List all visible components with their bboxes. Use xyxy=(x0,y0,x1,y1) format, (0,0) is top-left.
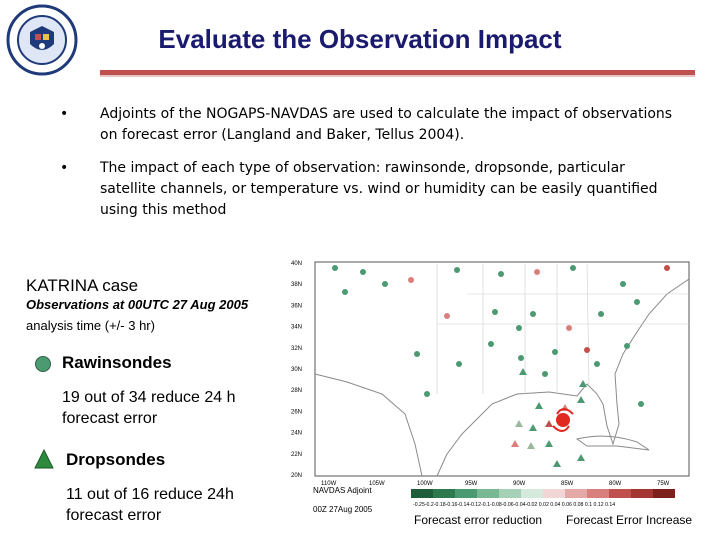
latitude-label: 22N xyxy=(291,452,302,458)
map-frame xyxy=(314,261,690,477)
observation-time: Observations at 00UTC 27 Aug 2005 xyxy=(26,297,249,312)
colorbar-ticks: -0.25-0.2-0.18-0.16-0.14-0.12-0.1-0.08-0… xyxy=(413,502,615,508)
latitude-label: 38N xyxy=(291,282,302,288)
rawinsondes-stat: 19 out of 34 reduce 24 h forecast error xyxy=(62,389,236,427)
observation-markers xyxy=(332,265,670,467)
longitude-label: 95W xyxy=(465,481,478,487)
cuba xyxy=(575,435,650,451)
longitude-label: 80W xyxy=(609,481,622,487)
forecast-error-reduction-label: Forecast error reduction xyxy=(414,513,543,527)
latitude-label: 32N xyxy=(291,346,302,352)
latitude-labels: 40N 38N 36N 34N 32N 30N 28N 26N 24N 22N 20N xyxy=(291,261,302,479)
dropsonde-triangle-icon xyxy=(34,449,54,469)
title-rule xyxy=(100,70,695,75)
latitude-label: 40N xyxy=(291,261,302,267)
rawinsonde-circle-icon xyxy=(35,356,51,372)
analysis-window: analysis time (+/- 3 hr) xyxy=(26,318,155,333)
bullet-list: • Adjoints of the NOGAPS-NAVDAS are used… xyxy=(60,104,680,233)
bullet-item: • Adjoints of the NOGAPS-NAVDAS are used… xyxy=(60,104,680,146)
longitude-label: 105W xyxy=(369,481,385,487)
page-title: Evaluate the Observation Impact xyxy=(158,24,562,54)
longitude-label: 75W xyxy=(657,481,670,487)
colorbar: -0.25-0.2-0.18-0.16-0.14-0.12-0.1-0.08-0… xyxy=(411,489,675,508)
forecast-error-increase-label: Forecast Error Increase xyxy=(566,513,693,527)
latitude-label: 28N xyxy=(291,388,302,394)
bullet-marker: • xyxy=(60,106,69,122)
state-lines xyxy=(436,263,689,394)
latitude-label: 24N xyxy=(291,431,302,437)
latitude-label: 20N xyxy=(291,473,302,479)
longitude-label: 90W xyxy=(513,481,526,487)
longitude-label: 100W xyxy=(417,481,433,487)
latitude-label: 36N xyxy=(291,303,302,309)
longitude-label: 110W xyxy=(321,481,337,487)
rawinsondes-label: Rawinsondes xyxy=(62,353,172,372)
latitude-label: 34N xyxy=(291,325,302,331)
dropsondes-label: Dropsondes xyxy=(66,450,166,469)
dropsondes-stat: 11 out of 16 reduce 24h forecast error xyxy=(66,486,234,524)
hurricane-katrina-icon xyxy=(552,408,574,432)
bullet-item: • The impact of each type of observation… xyxy=(60,158,680,221)
latitude-label: 30N xyxy=(291,367,302,373)
bullet-text: The impact of each type of observation: … xyxy=(100,160,658,218)
case-title: KATRINA case xyxy=(26,276,139,295)
observation-impact-map: 40N 38N 36N 34N 32N 30N 28N 26N 24N 22N 20N 110W 10… xyxy=(291,261,690,514)
longitude-label: 85W xyxy=(561,481,574,487)
naval-research-seal-logo xyxy=(6,4,78,76)
map-footer-line2: 00Z 27Aug 2005 xyxy=(313,505,373,514)
map-footer-line1: NAVDAS Adjoint xyxy=(313,486,372,495)
longitude-labels: 110W 105W 100W 95W 90W 85W 80W 75W xyxy=(321,481,670,487)
latitude-label: 26N xyxy=(291,409,302,415)
bullet-text: Adjoints of the NOGAPS-NAVDAS are used t… xyxy=(100,106,673,143)
bullet-marker: • xyxy=(60,160,69,176)
coastline xyxy=(314,278,690,477)
title-rule-shadow xyxy=(100,75,695,77)
